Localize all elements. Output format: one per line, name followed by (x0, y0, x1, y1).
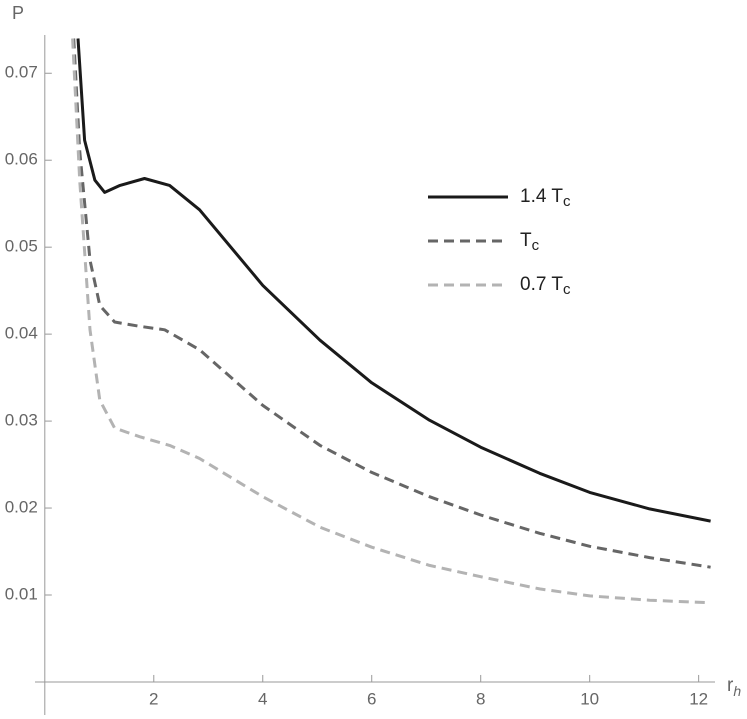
y-tick-label: 0.07 (5, 63, 38, 82)
legend-subscript: c (532, 237, 540, 254)
y-axis-label: P (12, 3, 24, 23)
legend-subscript: c (563, 281, 571, 298)
y-tick-label: 0.06 (5, 150, 38, 169)
series-line (76, 38, 711, 523)
legend-subscript: c (563, 193, 571, 210)
x-tick-label: 2 (149, 689, 158, 708)
y-tick-label: 0.04 (5, 324, 38, 343)
legend-name: T (520, 230, 532, 251)
plot-area (71, 38, 711, 605)
x-axis-label: rh (727, 675, 741, 699)
x-tick-label: 10 (580, 689, 599, 708)
legend-label: 1.4 Tc (520, 186, 571, 210)
x-axis-label-subscript: h (733, 683, 741, 699)
y-tick-label: 0.02 (5, 498, 38, 517)
series-line (72, 38, 711, 569)
x-axis-label-main: r (727, 675, 734, 696)
y-tick-label: 0.03 (5, 411, 38, 430)
y-tick-label: 0.01 (5, 584, 38, 603)
legend-name: 0.7 T (520, 274, 563, 295)
x-tick-label: 8 (476, 689, 485, 708)
x-tick-label: 12 (689, 689, 708, 708)
y-tick-label: 0.05 (5, 237, 38, 256)
x-tick-label: 6 (367, 689, 376, 708)
legend-label: 0.7 Tc (520, 274, 571, 298)
legend-label: Tc (520, 230, 540, 254)
series-line (71, 38, 711, 605)
x-tick-label: 4 (258, 689, 267, 708)
legend-name: 1.4 T (520, 186, 563, 207)
